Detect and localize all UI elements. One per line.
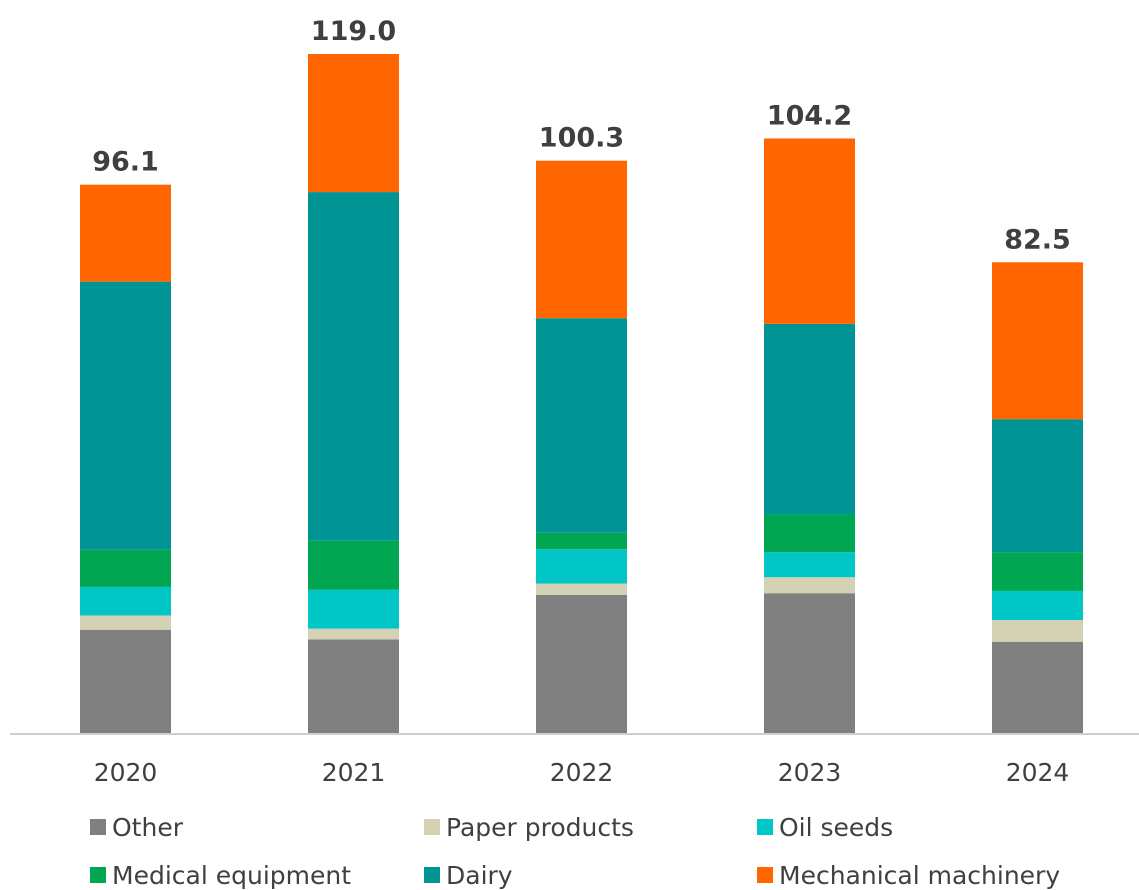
bar-segment-2020-mechanical-machinery (80, 184, 171, 282)
bar-segment-2021-dairy (308, 192, 399, 541)
legend-item-medical-equipment: Medical equipment (90, 861, 351, 890)
bar-segment-2020-oil-seeds (80, 586, 171, 616)
x-tick-label-2022: 2022 (550, 758, 614, 787)
legend-label: Medical equipment (112, 861, 351, 890)
legend-item-oil-seeds: Oil seeds (757, 813, 893, 842)
total-label-2023: 104.2 (767, 100, 852, 131)
bar-segment-2021-other (308, 639, 399, 733)
x-tick-label-2023: 2023 (778, 758, 842, 787)
legend-swatch (90, 867, 106, 883)
bar-segment-2022-mechanical-machinery (536, 160, 627, 319)
bar-segment-2021-oil-seeds (308, 589, 399, 629)
total-label-2020: 96.1 (92, 147, 159, 178)
legend-item-mechanical-machinery: Mechanical machinery (757, 861, 1060, 890)
bar-segment-2021-paper-products (308, 628, 399, 640)
bar-segment-2022-other (536, 594, 627, 733)
bar-segment-2023-medical-equipment (764, 514, 855, 553)
bar-segment-2020-medical-equipment (80, 549, 171, 587)
bar-segment-2024-other (992, 641, 1083, 733)
bar-segment-2024-dairy (992, 419, 1083, 553)
bar-segment-2020-dairy (80, 281, 171, 550)
total-labels: 96.1 119.0 100.3 104.2 82.5 (92, 16, 1071, 255)
legend-swatch (424, 819, 440, 835)
legend-item-other: Other (90, 813, 184, 842)
total-label-2021: 119.0 (311, 16, 396, 47)
x-tick-label-2024: 2024 (1006, 758, 1070, 787)
bar-segment-2023-other (764, 593, 855, 733)
legend-item-paper-products: Paper products (424, 813, 634, 842)
bar-segment-2021-mechanical-machinery (308, 54, 399, 193)
bar-segment-2020-paper-products (80, 615, 171, 630)
bar-segment-2024-mechanical-machinery (992, 262, 1083, 420)
legend-label: Oil seeds (779, 813, 893, 842)
legend-swatch (90, 819, 106, 835)
total-label-2022: 100.3 (539, 123, 624, 154)
total-label-2024: 82.5 (1004, 224, 1071, 255)
bar-segment-2020-other (80, 629, 171, 733)
bar-segment-2022-oil-seeds (536, 549, 627, 584)
bar-segment-2022-dairy (536, 318, 627, 533)
bar-segment-2023-mechanical-machinery (764, 138, 855, 324)
bar-segment-2023-dairy (764, 323, 855, 515)
bar-segment-2024-paper-products (992, 620, 1083, 642)
legend: Other Paper products Oil seeds Medical equi… (90, 813, 1060, 890)
bar-segment-2023-paper-products (764, 577, 855, 594)
legend-label: Mechanical machinery (779, 861, 1060, 890)
x-tick-labels: 2020 2021 2022 2023 2024 (94, 758, 1070, 787)
bar-segment-2024-medical-equipment (992, 552, 1083, 591)
x-tick-label-2021: 2021 (322, 758, 386, 787)
bar-segment-2024-oil-seeds (992, 590, 1083, 621)
bar-segment-2021-medical-equipment (308, 540, 399, 590)
legend-swatch (757, 819, 773, 835)
legend-label: Other (112, 813, 184, 842)
bar-segment-2022-paper-products (536, 583, 627, 595)
legend-label: Dairy (446, 861, 513, 890)
x-tick-label-2020: 2020 (94, 758, 158, 787)
bar-segment-2022-medical-equipment (536, 532, 627, 550)
legend-item-dairy: Dairy (424, 861, 513, 890)
legend-swatch (757, 867, 773, 883)
bar-segment-2023-oil-seeds (764, 552, 855, 578)
bars-layer (80, 54, 1083, 733)
legend-label: Paper products (446, 813, 634, 842)
legend-swatch (424, 867, 440, 883)
